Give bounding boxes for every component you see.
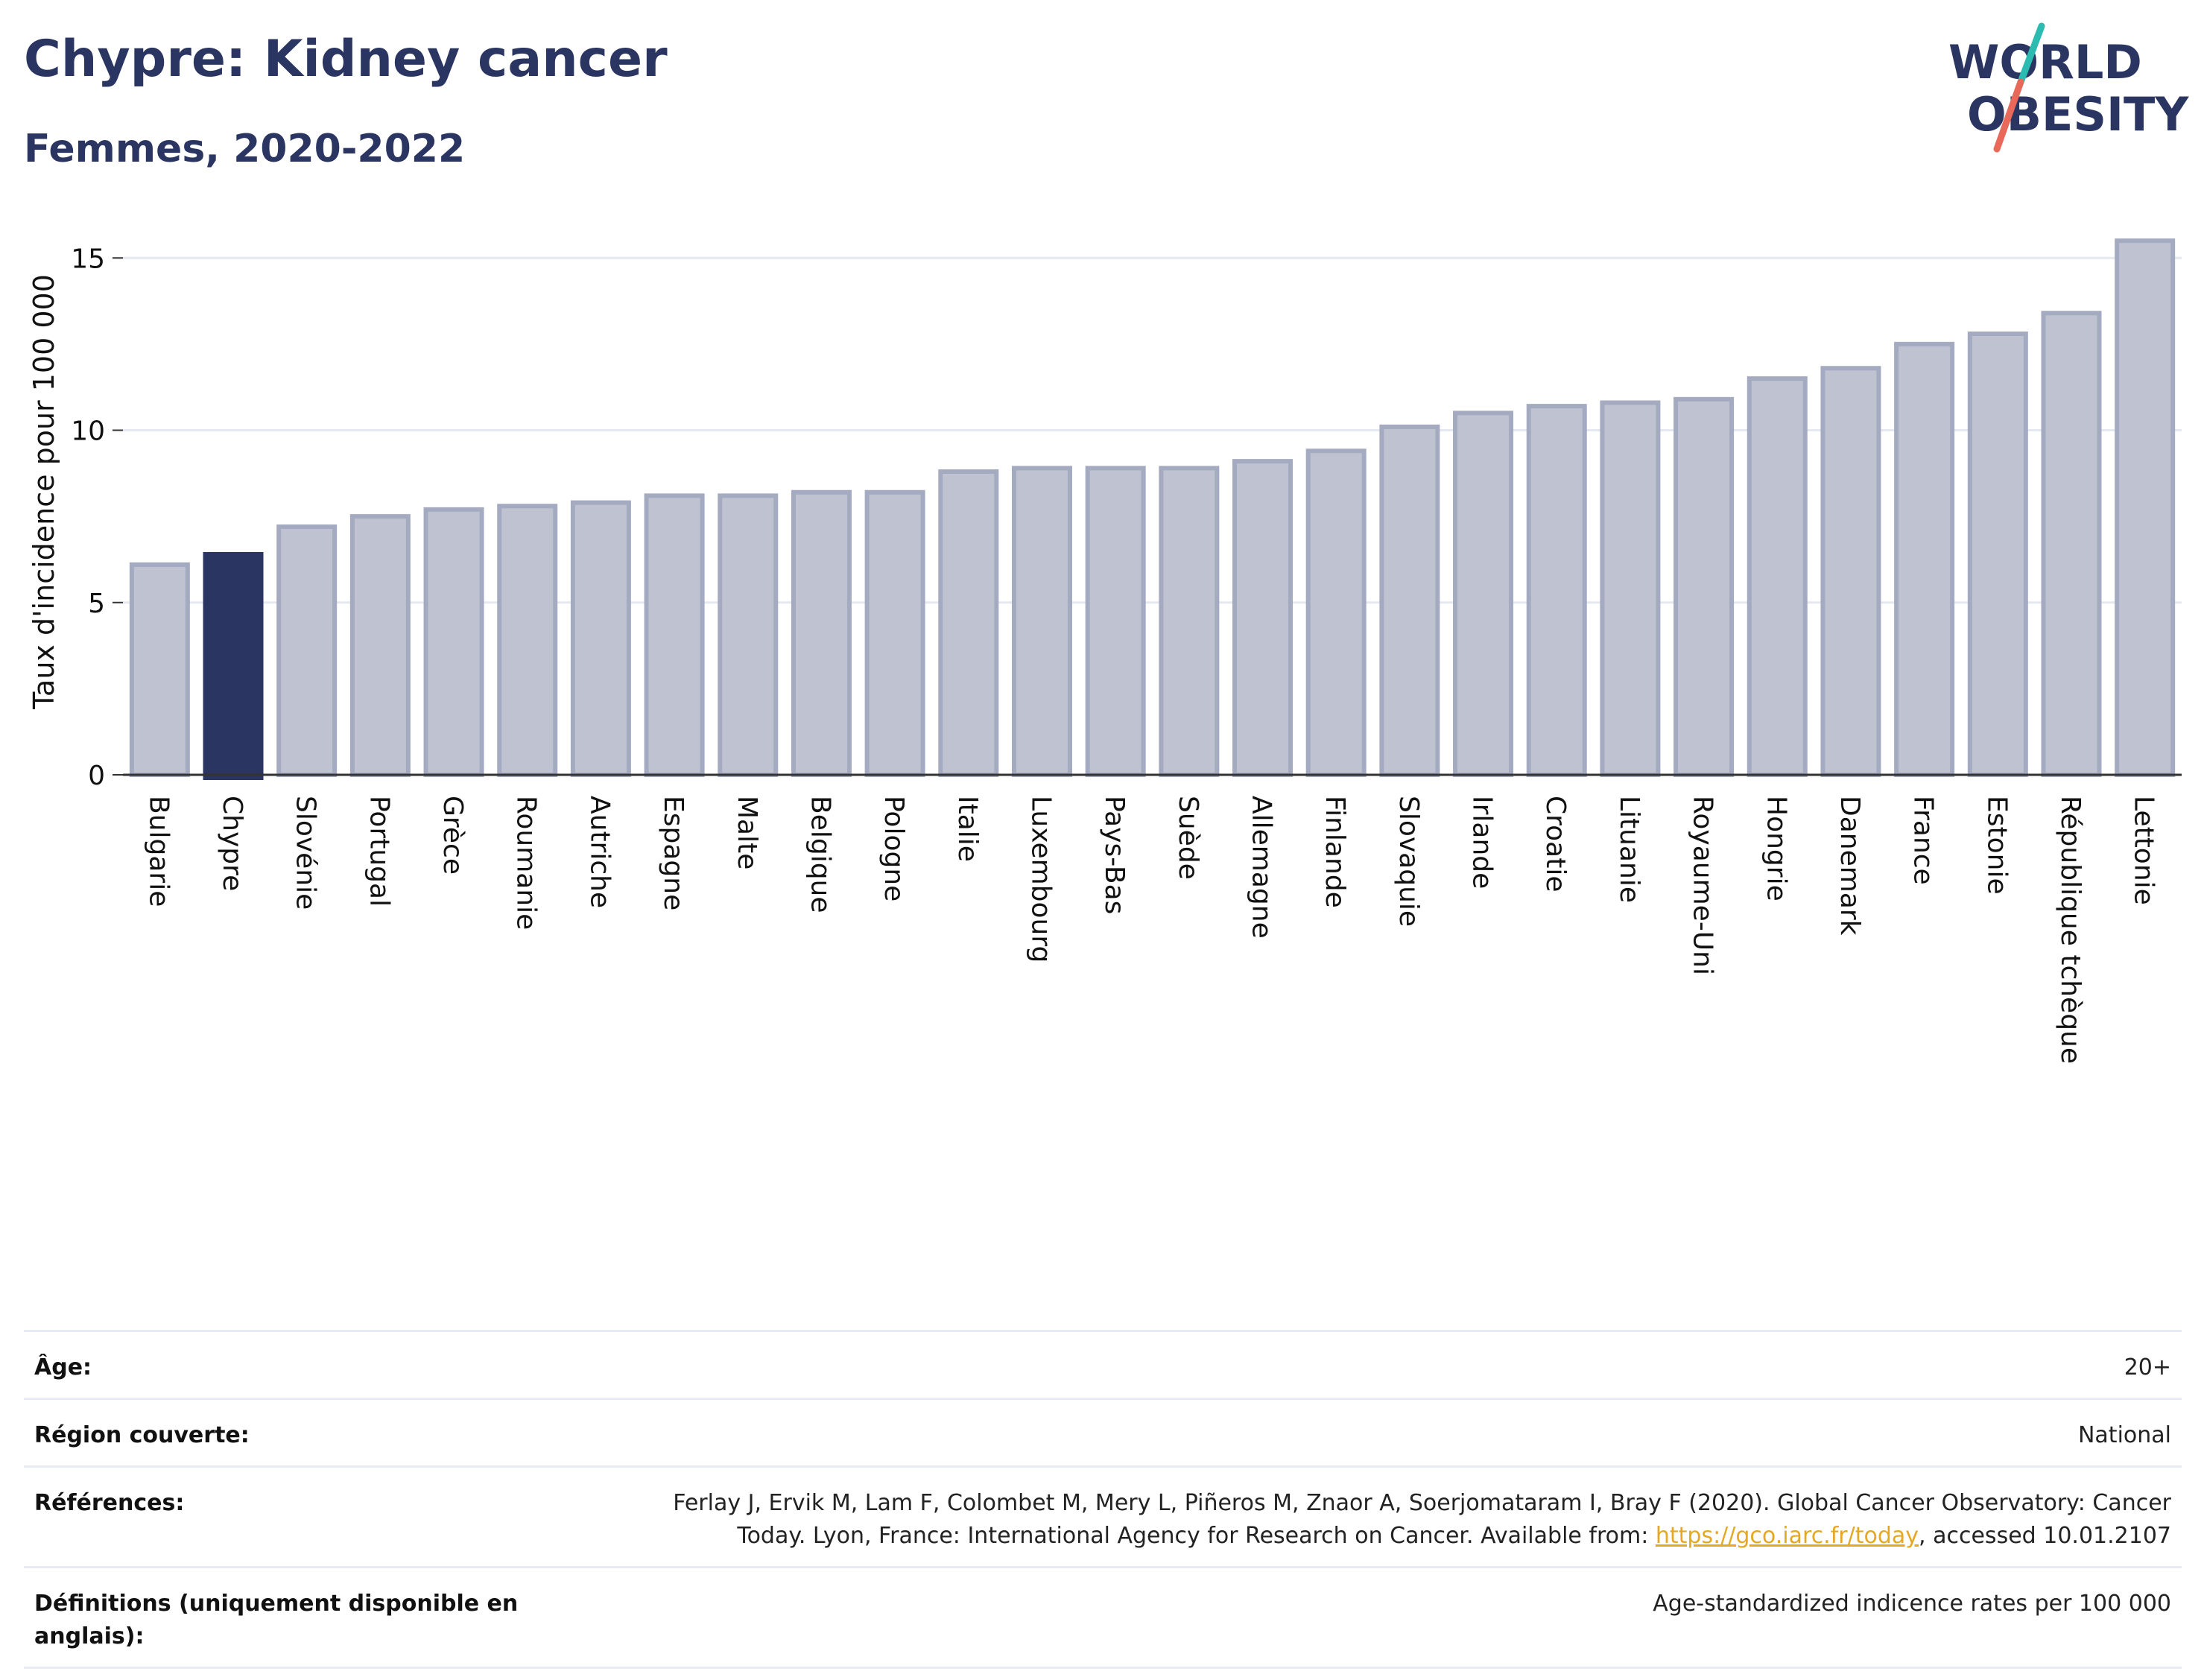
info-value-references: Ferlay J, Ervik M, Lam F, Colombet M, Me… [607,1487,2171,1553]
info-value-region: National [2077,1422,2171,1448]
bar-slov-nie [276,524,338,777]
bar-luxembourg [1011,466,1072,777]
x-tick-label: Pologne [878,796,909,901]
y-tick-label: 10 [71,416,105,447]
bar-portugal [349,514,411,777]
x-tick-label: Lettonie [2129,796,2159,905]
x-tick-label: Finlande [1320,796,1350,908]
logo-slash-teal [2017,22,2045,86]
x-tick-label: Roumanie [511,796,542,930]
x-tick-label: Belgique [805,796,835,913]
x-tick-label: Espagne [658,796,688,910]
bar-chypre [203,552,264,780]
x-tick-label: Hongrie [1761,796,1791,901]
bar-gr-ce [423,507,484,777]
x-tick-label: Suède [1173,796,1203,880]
world-obesity-logo: WORLD OBESITY [1948,22,2189,153]
x-tick-label: Irlande [1467,796,1498,889]
bar-roumanie [497,504,558,777]
bar-lettonie [2115,238,2176,777]
bar-malte [718,493,779,777]
bar-pologne [864,489,925,777]
x-tick-label: Allemagne [1247,796,1277,939]
info-label-definitions: Définitions (uniquement disponible en an… [34,1591,519,1649]
bar-danemark [1820,366,1881,777]
bar-espagne [644,493,705,777]
x-tick-label: Pays-Bas [1099,796,1130,914]
x-tick-label: Portugal [364,796,394,907]
x-tick-label: Malte [732,796,762,869]
bar-autriche [570,500,631,777]
bar-royaume-uni [1673,396,1735,777]
bar-lituanie [1600,400,1661,777]
x-tick-label: Grèce [437,796,468,875]
bar-belgique [791,489,852,777]
x-tick-label: Lituanie [1614,796,1644,903]
axes: 0 5 10 15 Bulgarie Chypre Slovénie Portugal Grèc… [71,244,2182,1064]
chart-subtitle: Femmes, 2020-2022 [24,127,466,171]
bar-irlande [1453,411,1514,777]
x-tick-label: Luxembourg [1025,796,1056,963]
bar-bulgarie [129,562,190,777]
bar-croatie [1526,404,1587,777]
x-tick-label: Bulgarie [143,796,174,907]
bars [129,238,2176,780]
info-row-age: Âge: 20+ [24,1330,2182,1398]
x-tick-label: Italie [952,796,983,862]
info-value-definitions: Age-standardized indicence rates per 100… [1653,1591,2171,1617]
logo-slash-coral [1993,78,2024,153]
info-row-definitions: Définitions (uniquement disponible en an… [24,1566,2182,1669]
y-tick-label: 15 [71,244,105,274]
references-text: Ferlay J, Ervik M, Lam F, Colombet M, Me… [673,1490,2171,1549]
x-tick-label: République tchèque [2055,796,2086,1064]
bar-estonie [1967,332,2028,777]
logo-line1: WORLD [1948,35,2142,89]
info-label-age: Âge: [34,1354,92,1381]
bar-pays-bas [1085,466,1146,777]
x-tick-label: Autriche [584,796,615,908]
chart-title: Chypre: Kidney cancer [24,30,668,89]
bar-su-de [1159,466,1220,777]
x-tick-label: Royaume-Uni [1688,796,1718,975]
references-accessed: , accessed 10.01.2107 [1919,1523,2171,1549]
y-tick-label: 5 [88,589,105,619]
info-value-age: 20+ [2124,1354,2171,1381]
bar-france [1894,341,1955,777]
x-tick-label: Chypre [217,796,247,891]
x-tick-label: France [1908,796,1939,885]
bar-r-publique-tch-que [2041,311,2102,777]
bar-finlande [1305,448,1367,777]
info-label-region: Région couverte: [34,1422,250,1448]
info-row-region: Région couverte: National [24,1398,2182,1465]
x-tick-label: Estonie [1981,796,2012,895]
bar-italie [938,469,999,777]
info-label-references: Références: [34,1490,185,1516]
x-tick-label: Slovénie [291,796,321,910]
info-row-references: Références: Ferlay J, Ervik M, Lam F, Co… [24,1465,2182,1566]
bar-allemagne [1232,459,1293,777]
x-tick-label: Danemark [1834,796,1865,936]
info-table: Âge: 20+ Région couverte: National Référ… [24,1330,2182,1669]
y-tick-label: 0 [88,761,105,791]
y-axis-label: Taux d'incidence pour 100 000 [28,274,60,710]
bar-chart: 0 5 10 15 Bulgarie Chypre Slovénie Portugal Grèc… [28,238,2182,1064]
bar-hongrie [1747,376,1808,777]
references-link[interactable]: https://gco.iarc.fr/today [1655,1523,1919,1549]
bar-slovaquie [1379,424,1440,777]
x-tick-label: Slovaquie [1393,796,1424,927]
x-tick-label: Croatie [1540,796,1571,893]
